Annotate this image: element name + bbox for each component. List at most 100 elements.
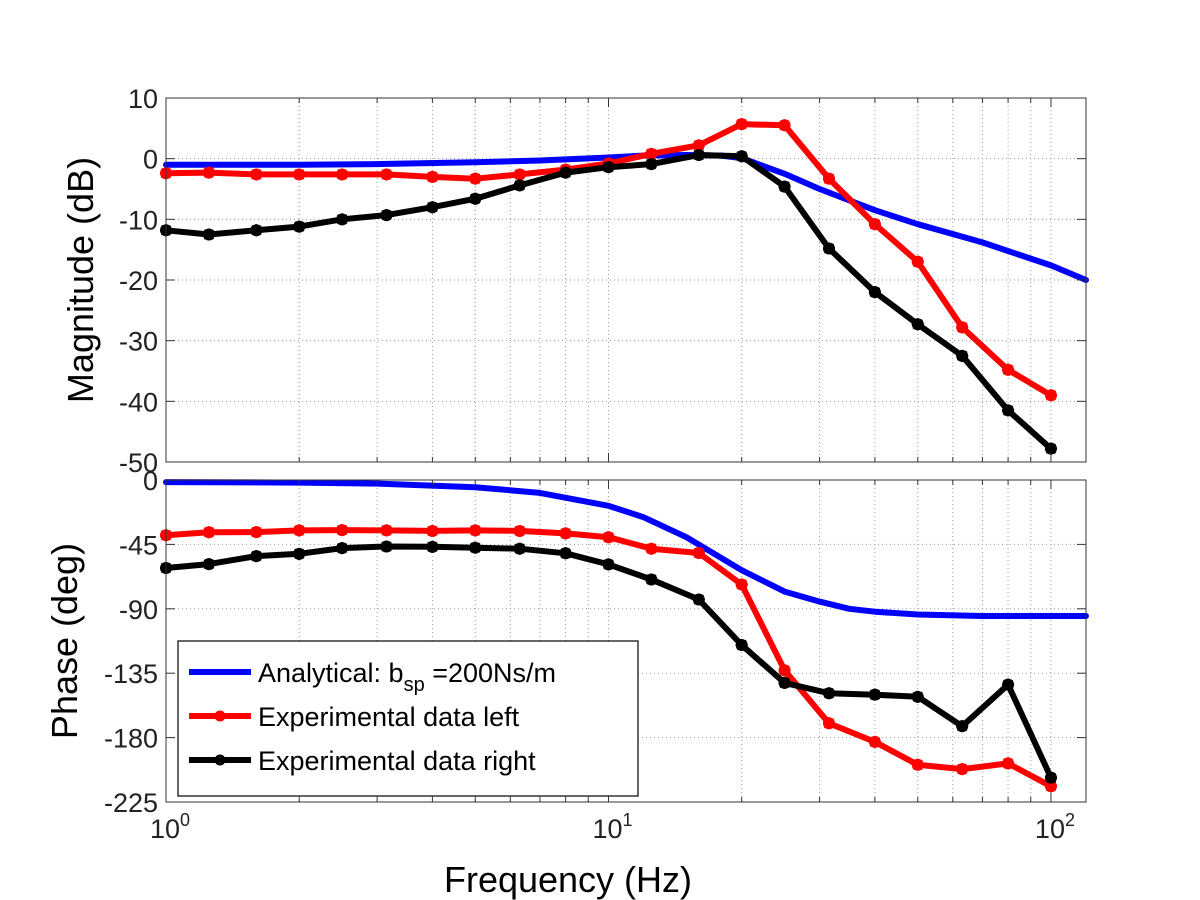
data-point-marker	[380, 524, 393, 537]
data-point-marker	[336, 213, 349, 226]
data-point-marker	[513, 168, 526, 181]
data-point-marker	[293, 168, 306, 181]
x-tick-label: 102	[1035, 810, 1075, 844]
y-tick-label: -50	[119, 448, 158, 478]
y-tick-label: 0	[143, 466, 158, 496]
data-point-marker	[293, 220, 306, 233]
legend: Analytical: bsp =200Ns/m Experimental dat…	[177, 640, 639, 797]
series-line-0	[163, 479, 1089, 619]
data-point-marker	[735, 639, 748, 652]
data-point-marker	[868, 688, 881, 701]
data-point-marker	[778, 676, 791, 689]
y-tick-label: -10	[119, 205, 158, 235]
data-point-marker	[250, 550, 263, 563]
data-point-marker	[513, 524, 526, 537]
data-point-marker	[735, 150, 748, 163]
data-point-marker	[602, 558, 615, 571]
data-point-marker	[380, 209, 393, 222]
data-point-marker	[692, 546, 705, 559]
data-point-marker	[1044, 442, 1057, 455]
data-point-marker	[735, 118, 748, 131]
data-point-marker	[559, 527, 572, 540]
data-point-marker	[956, 763, 969, 776]
data-point-marker	[1044, 771, 1057, 784]
y-tick-label: -135	[104, 659, 158, 689]
data-point-marker	[692, 593, 705, 606]
data-point-marker	[911, 758, 924, 771]
y-tick-label: -180	[104, 724, 158, 754]
data-point-marker	[426, 524, 439, 537]
y-tick-label: -40	[119, 387, 158, 417]
x-tick-label: 100	[150, 810, 190, 844]
y-tick-label: -225	[104, 788, 158, 818]
legend-label-0: Analytical: bsp =200Ns/m	[258, 658, 556, 696]
data-point-marker	[1002, 678, 1015, 691]
data-point-marker	[469, 172, 482, 185]
data-point-marker	[645, 147, 658, 160]
legend-box	[177, 640, 639, 797]
data-point-marker	[336, 524, 349, 537]
y-tick-label: -20	[119, 266, 158, 296]
y-tick-label: -90	[119, 595, 158, 625]
data-point-marker	[911, 690, 924, 703]
data-point-marker	[911, 318, 924, 331]
data-point-marker	[692, 149, 705, 162]
y-tick-label: 0	[143, 145, 158, 175]
data-point-marker	[822, 172, 835, 185]
data-point-marker	[559, 166, 572, 179]
data-point-marker	[293, 524, 306, 537]
data-point-marker	[559, 547, 572, 560]
magnitude-y-axis-label: Magnitude (dB)	[60, 157, 101, 403]
data-point-marker	[735, 578, 748, 591]
data-point-marker	[1002, 363, 1015, 376]
data-point-marker	[513, 179, 526, 192]
data-point-marker	[202, 228, 215, 241]
data-point-marker	[778, 664, 791, 677]
data-point-marker	[956, 321, 969, 334]
data-point-marker	[1002, 404, 1015, 417]
data-point-marker	[250, 168, 263, 181]
data-point-marker	[645, 542, 658, 555]
data-point-marker	[956, 349, 969, 362]
data-point-marker	[822, 717, 835, 730]
data-point-marker	[911, 255, 924, 268]
data-point-marker	[426, 201, 439, 214]
data-point-marker	[380, 168, 393, 181]
data-point-marker	[778, 180, 791, 193]
data-point-marker	[250, 224, 263, 237]
data-point-marker	[426, 540, 439, 553]
data-point-marker	[822, 242, 835, 255]
data-point-marker	[380, 540, 393, 553]
data-point-marker	[822, 687, 835, 700]
data-point-marker	[645, 573, 658, 586]
data-point-marker	[868, 286, 881, 299]
data-point-marker	[868, 218, 881, 231]
data-point-marker	[692, 139, 705, 152]
legend-marker-1	[214, 710, 226, 722]
data-point-marker	[602, 161, 615, 174]
data-point-marker	[1002, 757, 1015, 770]
y-tick-label: 10	[128, 84, 158, 114]
data-point-marker	[202, 166, 215, 179]
phase-axes-frame	[165, 479, 1087, 803]
data-point-marker	[469, 192, 482, 205]
data-point-marker	[336, 542, 349, 555]
legend-marker-2	[214, 754, 226, 766]
x-tick-label: 101	[592, 810, 632, 844]
data-point-marker	[469, 541, 482, 554]
data-point-marker	[513, 542, 526, 555]
y-tick-label: -45	[119, 530, 158, 560]
data-point-marker	[202, 558, 215, 571]
data-point-marker	[293, 547, 306, 560]
data-point-marker	[956, 720, 969, 733]
data-point-marker	[778, 119, 791, 132]
x-axis-label: Frequency (Hz)	[444, 859, 692, 900]
phase-y-axis-label: Phase (deg)	[44, 543, 85, 739]
legend-label-2: Experimental data right	[258, 746, 536, 776]
data-point-marker	[469, 524, 482, 537]
data-point-marker	[250, 526, 263, 539]
data-point-marker	[1044, 389, 1057, 402]
y-tick-label: -30	[119, 327, 158, 357]
data-point-marker	[602, 531, 615, 544]
